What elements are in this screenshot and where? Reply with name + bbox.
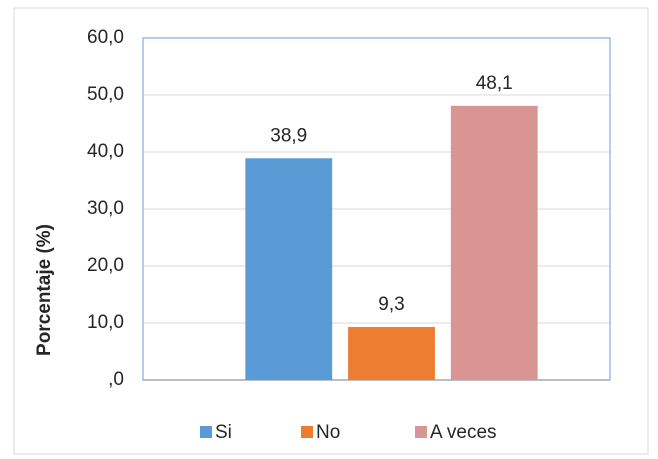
legend-label: Si [215, 422, 232, 443]
y-tick-label: 30,0 [87, 198, 124, 219]
legend-swatch [200, 426, 212, 438]
data-label: 9,3 [378, 294, 404, 315]
bar [348, 326, 435, 380]
y-tick-label: 50,0 [87, 84, 124, 105]
legend-swatch [415, 426, 427, 438]
bar [245, 158, 333, 380]
y-tick-label: 10,0 [87, 312, 124, 333]
y-tick-label: 60,0 [87, 27, 124, 48]
data-label: 48,1 [476, 73, 513, 94]
legend-label: A veces [430, 422, 497, 443]
y-tick-label: ,0 [108, 369, 124, 390]
bar [450, 105, 538, 380]
y-tick-label: 40,0 [87, 141, 124, 162]
y-axis-label: Porcentaje (%) [34, 224, 55, 356]
y-tick-label: 20,0 [87, 255, 124, 276]
data-label: 38,9 [270, 125, 307, 146]
legend-swatch [301, 426, 313, 438]
legend-label: No [316, 422, 340, 443]
